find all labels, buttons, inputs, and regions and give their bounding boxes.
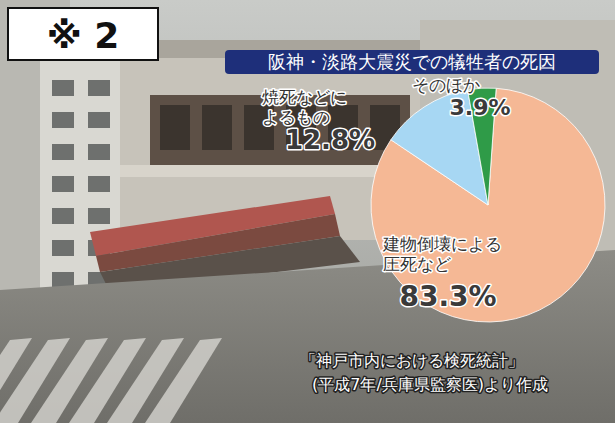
badge: ※ 2	[47, 15, 120, 56]
window	[88, 208, 110, 224]
background-photo	[0, 0, 615, 423]
window	[88, 144, 110, 160]
label-line: 圧死など	[383, 254, 451, 274]
pie	[371, 88, 605, 322]
data-label: 12.8%	[285, 125, 375, 155]
sky	[0, 0, 615, 423]
pie-slice	[371, 88, 605, 322]
source-note: 「神戸市内における検死統計」	[300, 351, 524, 370]
window	[202, 105, 232, 150]
window	[160, 105, 190, 150]
window	[88, 112, 110, 128]
window	[52, 80, 74, 96]
window	[52, 240, 74, 256]
badge-box	[8, 8, 158, 60]
labels: 建物倒壊による圧死など 焼死などによるもの そのほか 83.3% 12.8% 3.9%	[262, 75, 511, 313]
data-label: 3.9%	[449, 95, 510, 120]
window	[52, 112, 74, 128]
label-line: 焼死などに	[262, 87, 347, 107]
data-label: 83.3%	[399, 280, 496, 313]
window	[52, 176, 74, 192]
window	[52, 144, 74, 160]
category-label: 建物倒壊による圧死など	[382, 234, 502, 274]
title-bar	[225, 50, 599, 74]
crosswalk-stripe	[145, 338, 222, 423]
window	[88, 80, 110, 96]
title-group: 阪神・淡路大震災での犠牲者の死因	[225, 50, 599, 74]
chart-title: 阪神・淡路大震災での犠牲者の死因	[268, 51, 556, 72]
category-label: 焼死などによるもの	[262, 87, 347, 127]
source-note: (平成7年/兵庫県監察医)より作成	[312, 375, 548, 394]
label-line: 建物倒壊による	[382, 234, 502, 254]
window	[52, 208, 74, 224]
label-line: よるもの	[262, 107, 330, 127]
chart-root: ※ 2 阪神・淡路大震災での犠牲者の死因建物倒壊による圧死など 焼死などによるもの そ…	[0, 0, 615, 423]
window	[88, 176, 110, 192]
label-line: そのほか	[412, 75, 480, 95]
category-label: そのほか	[412, 75, 480, 95]
